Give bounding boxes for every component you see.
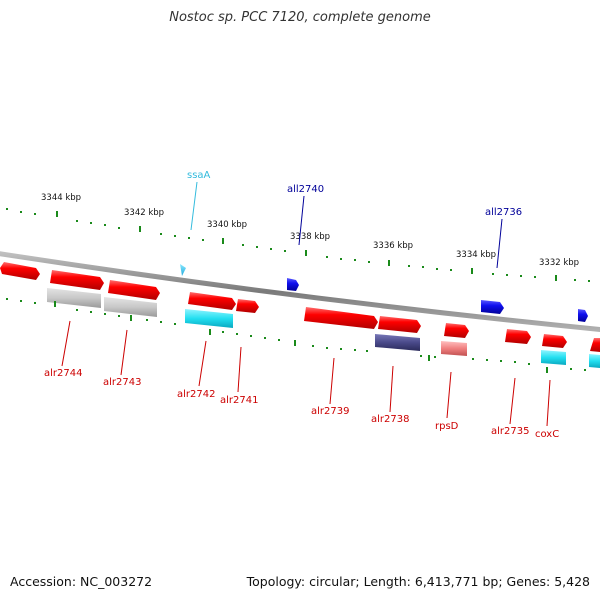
gene-all2736-arrow (481, 300, 504, 314)
inner-tick-ring (6, 298, 586, 373)
gene-arrow (590, 338, 600, 352)
accession-text: Accession: NC_003272 (10, 574, 153, 589)
gene-label-alr2744: alr2744 (44, 368, 82, 379)
scale-labels: 3344 kbp 3342 kbp 3340 kbp 3338 kbp 3336… (41, 193, 579, 268)
scale-label: 3342 kbp (124, 208, 164, 218)
scale-label: 3332 kbp (539, 258, 579, 268)
strand-features (180, 264, 588, 322)
top-gene-labels: ssaA all2740 all2736 (187, 170, 522, 269)
gene-label-alr2741: alr2741 (220, 395, 258, 406)
bottom-gene-labels: alr2744 alr2743 alr2742 alr2741 alr2739 … (44, 368, 559, 440)
leader-line (298, 195, 305, 246)
scale-label: 3334 kbp (456, 250, 496, 260)
scale-label: 3336 kbp (373, 241, 413, 251)
gene-label-alr2738: alr2738 (371, 414, 409, 425)
gene-arrow (578, 309, 588, 322)
leader-line (496, 218, 503, 269)
feature-bar (375, 334, 420, 351)
gene-alr2742-arrow (188, 292, 236, 310)
feature-bar (541, 350, 566, 365)
gene-alr2735-arrow (505, 329, 531, 344)
gene-label-all2736: all2736 (485, 207, 522, 218)
leader-line (190, 181, 198, 231)
scale-label: 3340 kbp (207, 220, 247, 230)
gene-label-ssaA: ssaA (187, 170, 211, 181)
outer-tick-ring (6, 208, 590, 282)
bottom-leader-lines (61, 320, 551, 427)
feature-bar (104, 297, 157, 317)
gene-ssaA-arrow (180, 264, 186, 276)
gene-label-coxC: coxC (535, 429, 559, 440)
gene-label-alr2743: alr2743 (103, 377, 141, 388)
gene-label-alr2742: alr2742 (177, 389, 215, 400)
forward-strand-genes (0, 262, 600, 352)
genome-title: Nostoc sp. PCC 7120, complete genome (169, 10, 431, 25)
gene-alr2743-b-arrow (108, 280, 160, 300)
scale-label: 3338 kbp (290, 232, 330, 242)
gene-label-rpsD: rpsD (435, 421, 459, 432)
feature-bar (441, 341, 467, 356)
gene-label-alr2735: alr2735 (491, 426, 529, 437)
gene-alr2739-arrow (304, 307, 378, 329)
gene-alr2744-arrow (0, 262, 40, 280)
gene-alr2738-arrow (378, 316, 421, 333)
feature-bar (589, 354, 600, 368)
gene-label-alr2739: alr2739 (311, 406, 349, 417)
gene-alr2741-arrow (236, 299, 259, 313)
gene-alr2743-a-arrow (50, 270, 104, 290)
gene-rpsD-arrow (444, 323, 469, 338)
scale-label: 3344 kbp (41, 193, 81, 203)
gene-label-all2740: all2740 (287, 184, 324, 195)
genome-backbone (0, 251, 600, 333)
gene-all2740-arrow (287, 278, 299, 291)
gene-coxC-arrow (542, 334, 567, 348)
genome-summary: Topology: circular; Length: 6,413,771 bp… (246, 574, 590, 589)
feature-bars (47, 288, 600, 368)
feature-bar (47, 288, 101, 308)
feature-bar (185, 309, 233, 328)
